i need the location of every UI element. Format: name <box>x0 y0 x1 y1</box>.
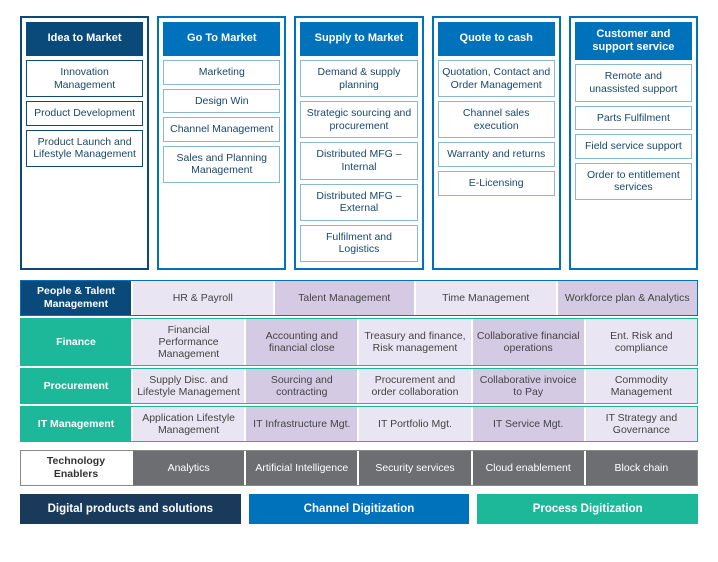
column-item: Sales and Planning Management <box>163 146 280 183</box>
row-cell: Financial Performance Management <box>133 319 244 365</box>
tech-cell: Artificial Intelligence <box>246 451 357 484</box>
column-header: Customer and support service <box>575 22 692 60</box>
capability-row: ProcurementSupply Disc. and Lifestyle Ma… <box>20 368 698 404</box>
column-header: Quote to cash <box>438 22 555 56</box>
bottom-bar: Channel Digitization <box>249 494 470 524</box>
row-label: Procurement <box>21 369 131 403</box>
top-column: Go To Market Marketing Design Win Channel M… <box>157 16 286 270</box>
tech-label: Technology Enablers <box>21 451 131 484</box>
row-cell: Procurement and order collaboration <box>359 369 470 403</box>
column-item: Distributed MFG – External <box>300 184 417 221</box>
column-item: Remote and unassisted support <box>575 64 692 101</box>
row-cell: Ent. Risk and compliance <box>586 319 697 365</box>
column-item: Distributed MFG – Internal <box>300 142 417 179</box>
top-column: Supply to Market Demand & supply planning… <box>294 16 423 270</box>
row-cell: Talent Management <box>275 281 415 315</box>
column-item: Marketing <box>163 60 280 85</box>
capability-rows: People & Talent ManagementHR & PayrollTa… <box>20 280 698 442</box>
row-cell: Commodity Management <box>586 369 697 403</box>
row-cell: HR & Payroll <box>133 281 273 315</box>
row-cell: Workforce plan & Analytics <box>558 281 698 315</box>
column-item: Parts Fulfilment <box>575 106 692 131</box>
top-column: Customer and support service Remote and u… <box>569 16 698 270</box>
column-item: Strategic sourcing and procurement <box>300 101 417 138</box>
top-column: Quote to cash Quotation, Contact and Orde… <box>432 16 561 270</box>
tech-cell: Security services <box>359 451 470 484</box>
row-label: Finance <box>21 319 131 365</box>
column-item: Field service support <box>575 134 692 159</box>
column-header: Go To Market <box>163 22 280 56</box>
row-cell: Treasury and finance, Risk management <box>359 319 470 365</box>
bottom-bars: Digital products and solutions Channel Di… <box>20 494 698 524</box>
column-item: Fulfilment and Logistics <box>300 225 417 262</box>
row-cell: Sourcing and contracting <box>246 369 357 403</box>
column-item: Warranty and returns <box>438 142 555 167</box>
column-header: Supply to Market <box>300 22 417 56</box>
column-item: E-Licensing <box>438 171 555 196</box>
row-label: People & Talent Management <box>21 281 131 315</box>
column-item: Order to entitlement services <box>575 163 692 200</box>
row-label: IT Management <box>21 407 131 441</box>
column-item: Product Launch and Lifestyle Management <box>26 130 143 167</box>
capability-row: IT ManagementApplication Lifestyle Manag… <box>20 406 698 442</box>
tech-cell: Block chain <box>586 451 697 484</box>
row-cell: IT Strategy and Governance <box>586 407 697 441</box>
column-item: Innovation Management <box>26 60 143 97</box>
column-header: Idea to Market <box>26 22 143 56</box>
bottom-bar: Process Digitization <box>477 494 698 524</box>
row-cell: Collaborative financial operations <box>473 319 584 365</box>
row-cell: IT Portfolio Mgt. <box>359 407 470 441</box>
bottom-bar: Digital products and solutions <box>20 494 241 524</box>
row-cell: Application Lifestyle Management <box>133 407 244 441</box>
column-item: Product Development <box>26 101 143 126</box>
column-item: Demand & supply planning <box>300 60 417 97</box>
top-column: Idea to Market Innovation Management Produ… <box>20 16 149 270</box>
row-cell: Time Management <box>416 281 556 315</box>
column-item: Channel sales execution <box>438 101 555 138</box>
row-cell: IT Service Mgt. <box>473 407 584 441</box>
tech-cell: Cloud enablement <box>473 451 584 484</box>
row-cell: Supply Disc. and Lifestyle Management <box>133 369 244 403</box>
technology-enablers-row: Technology EnablersAnalyticsArtificial I… <box>20 450 698 485</box>
row-cell: IT Infrastructure Mgt. <box>246 407 357 441</box>
row-cell: Collaborative invoice to Pay <box>473 369 584 403</box>
row-cell: Accounting and financial close <box>246 319 357 365</box>
tech-cell: Analytics <box>133 451 244 484</box>
capability-row: FinanceFinancial Performance ManagementA… <box>20 318 698 366</box>
capability-row: People & Talent ManagementHR & PayrollTa… <box>20 280 698 316</box>
column-item: Quotation, Contact and Order Management <box>438 60 555 97</box>
top-columns: Idea to Market Innovation Management Produ… <box>20 16 698 270</box>
column-item: Design Win <box>163 89 280 114</box>
column-item: Channel Management <box>163 117 280 142</box>
